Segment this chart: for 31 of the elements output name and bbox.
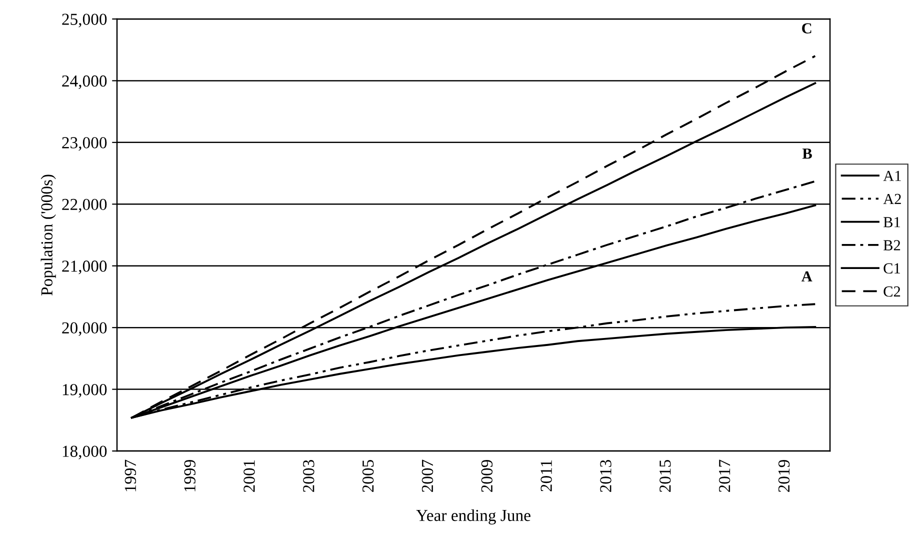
- legend-label: C1: [884, 263, 900, 274]
- annotation: B: [802, 148, 812, 159]
- x-tick-label: 2015: [660, 460, 671, 492]
- y-tick-label: 23,000: [62, 137, 107, 151]
- x-tick-label: 1997: [124, 460, 136, 492]
- legend-label: C2: [884, 286, 900, 297]
- x-tick-label: 2005: [362, 460, 374, 492]
- x-tick-label: 1999: [184, 460, 196, 492]
- y-tick-label: 19,000: [62, 384, 107, 398]
- legend-label: B2: [884, 240, 900, 250]
- x-tick-label: 2001: [244, 460, 255, 492]
- y-tick-label: 21,000: [62, 260, 107, 274]
- x-tick-label: 2013: [600, 460, 612, 492]
- x-tick-label: 2009: [481, 460, 493, 492]
- y-axis-title: Population ('000s): [40, 174, 56, 296]
- x-tick-label: 2007: [422, 460, 434, 492]
- legend-label: B1: [884, 217, 900, 228]
- y-tick-label: 24,000: [62, 75, 107, 90]
- x-tick-label: 2003: [303, 460, 314, 492]
- x-axis-title: Year ending June: [416, 509, 530, 524]
- x-tick-label: 2011: [540, 460, 552, 492]
- y-tick-label: 18,000: [62, 446, 107, 460]
- legend-label: A2: [883, 194, 901, 204]
- y-tick-label: 20,000: [62, 322, 107, 336]
- y-tick-label: 25,000: [62, 14, 107, 28]
- y-tick-label: 22,000: [62, 198, 107, 212]
- x-tick-label: 2019: [778, 460, 790, 492]
- annotation: A: [801, 271, 812, 282]
- legend-label: A1: [883, 170, 901, 181]
- annotation: C: [802, 23, 812, 34]
- x-tick-label: 2017: [718, 460, 730, 492]
